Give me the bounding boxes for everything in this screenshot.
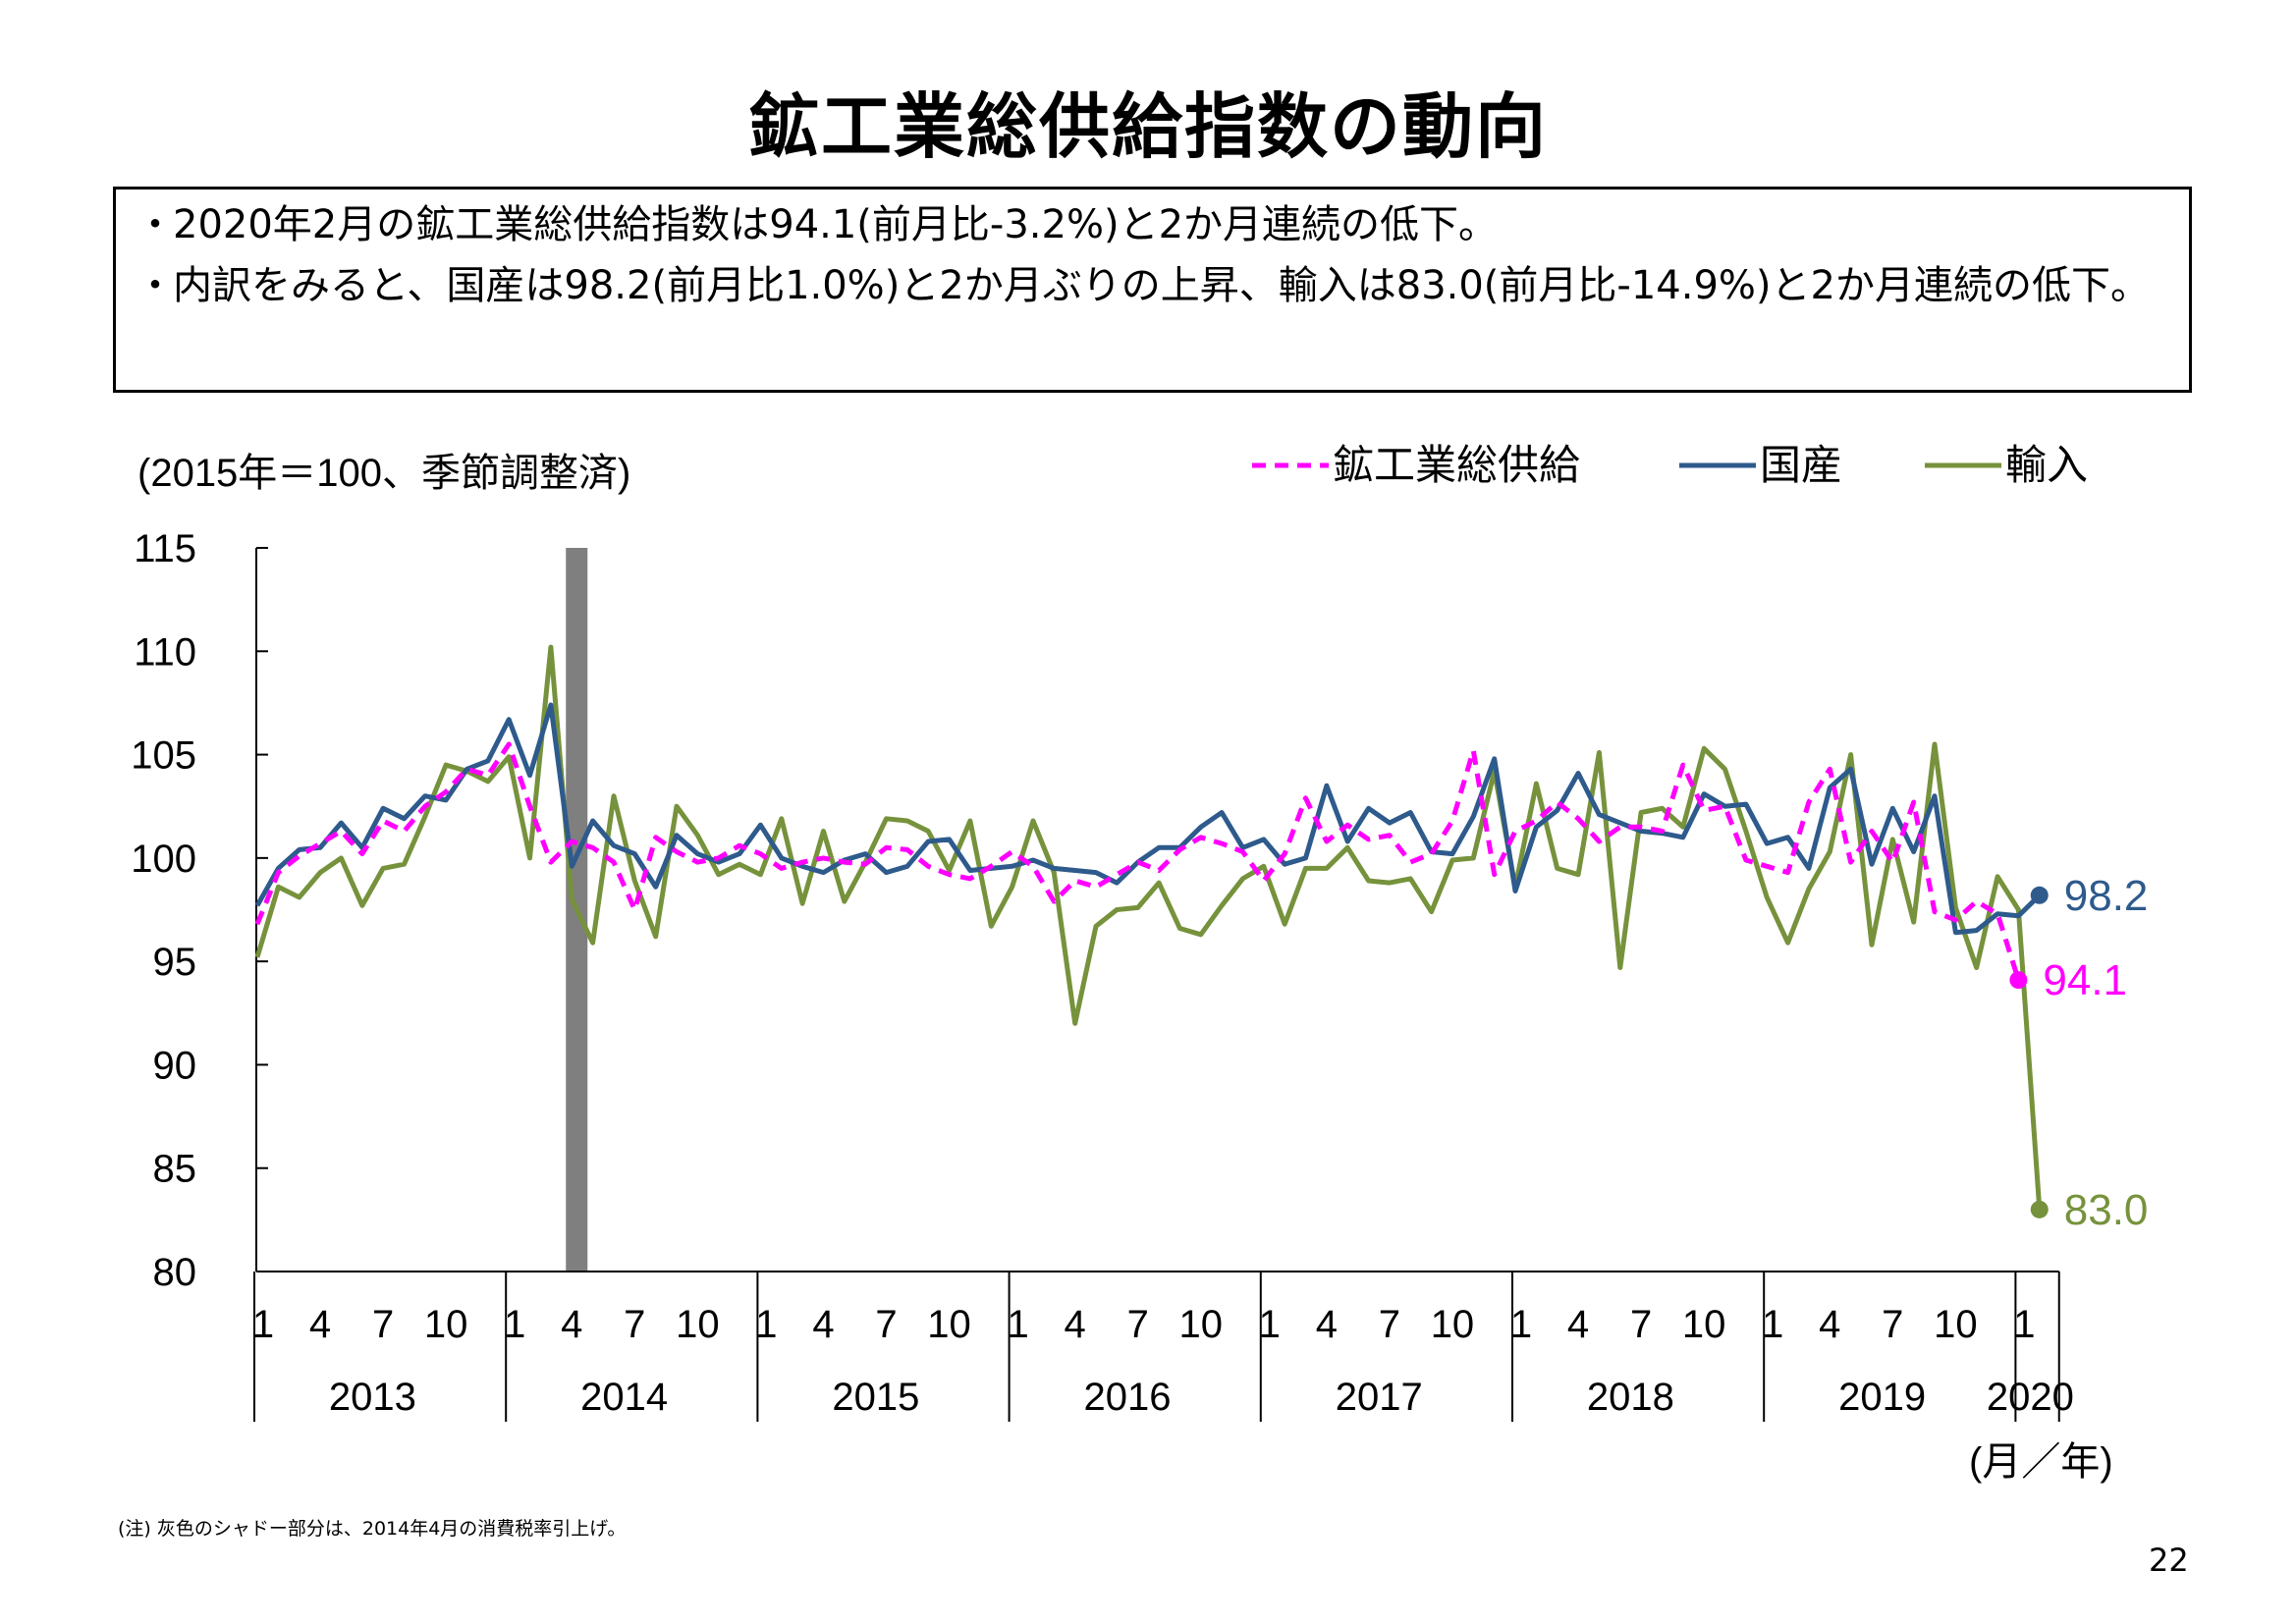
month-tick-label: 4 [1065, 1303, 1086, 1346]
y-axis: 80 85 90 95 100 105 110 115 [131, 527, 268, 1294]
page-number: 22 [2149, 1542, 2189, 1579]
month-tick-label: 4 [1819, 1303, 1840, 1346]
y-tick-label: 90 [153, 1044, 197, 1087]
series-line-0 [254, 741, 2021, 981]
month-tick-label: 1 [252, 1303, 274, 1346]
month-tick-label: 7 [875, 1303, 897, 1346]
year-label: 2019 [1838, 1376, 1926, 1419]
y-tick-label: 105 [131, 734, 196, 778]
series-layer: 83.0 98.2 94.1 [254, 644, 2149, 1234]
legend-label-1: 国産 [1760, 442, 1842, 488]
unit-note: (2015年＝100、季節調整済) [137, 452, 630, 495]
month-tick-label: 7 [1379, 1303, 1400, 1346]
month-tick-label: 10 [1934, 1303, 1978, 1346]
month-tick-label: 10 [927, 1303, 971, 1346]
series-endpoint-0 [2009, 971, 2028, 990]
series-line-2 [254, 644, 2043, 1210]
month-tick-label: 4 [812, 1303, 834, 1346]
month-tick-label: 7 [624, 1303, 645, 1346]
year-label: 2020 [1987, 1376, 2074, 1419]
summary-box: ・ 2020年2月の鉱工業総供給指数は94.1(前月比-3.2%)と2か月連続の… [113, 187, 2192, 393]
summary-line-1: 2020年2月の鉱工業総供給指数は94.1(前月比-3.2%)と2か月連続の低下… [173, 202, 1499, 247]
bullet-mark: ・ [136, 202, 175, 247]
legend-label-2: 輸入 [2005, 442, 2088, 488]
year-label: 2015 [832, 1376, 919, 1419]
month-tick-label: 1 [755, 1303, 777, 1346]
y-tick-label: 115 [134, 527, 196, 570]
series-endpoint-1 [2030, 886, 2049, 904]
month-tick-label: 7 [1630, 1303, 1652, 1346]
month-tick-label: 4 [1316, 1303, 1338, 1346]
year-label: 2017 [1336, 1376, 1423, 1419]
month-tick-label: 10 [1431, 1303, 1475, 1346]
year-label: 2013 [329, 1376, 416, 1419]
y-tick-label: 95 [153, 941, 197, 984]
month-tick-label: 4 [1567, 1303, 1589, 1346]
month-tick-label: 10 [676, 1303, 720, 1346]
bullet-mark: ・ [136, 263, 175, 308]
chart-legend: 鉱工業総供給 国産 輸入 [1252, 442, 2088, 488]
series-end-label-1: 98.2 [2064, 872, 2149, 920]
year-label: 2016 [1084, 1376, 1172, 1419]
month-tick-label: 10 [1179, 1303, 1224, 1346]
series-line-1 [254, 702, 2042, 936]
month-tick-label: 1 [1259, 1303, 1281, 1346]
month-tick-label: 1 [2013, 1303, 2035, 1346]
month-tick-label: 4 [561, 1303, 582, 1346]
month-tick-label: 10 [424, 1303, 468, 1346]
summary-bullet-2: ・ 内訳をみると、国産は98.2(前月比1.0%)と2か月ぶりの上昇、輸入は83… [136, 260, 2169, 311]
month-tick-label: 7 [1127, 1303, 1149, 1346]
month-tick-label: 7 [372, 1303, 394, 1346]
summary-bullet-1: ・ 2020年2月の鉱工業総供給指数は94.1(前月比-3.2%)と2か月連続の… [136, 199, 2169, 250]
y-tick-label: 80 [153, 1251, 197, 1294]
legend-label-0: 鉱工業総供給 [1333, 442, 1580, 488]
month-tick-label: 10 [1682, 1303, 1726, 1346]
month-tick-label: 7 [1882, 1303, 1903, 1346]
year-label: 2018 [1587, 1376, 1674, 1419]
page-title: 鉱工業総供給指数の動向 [747, 85, 1548, 168]
y-tick-label: 100 [131, 838, 196, 881]
series-end-label-0: 94.1 [2043, 956, 2127, 1004]
axis-unit-label: (月／年) [1969, 1440, 2113, 1484]
summary-line-2: 内訳をみると、国産は98.2(前月比1.0%)と2か月ぶりの上昇、輸入は83.0… [173, 263, 2150, 308]
series-endpoint-2 [2030, 1200, 2049, 1218]
y-tick-label: 85 [153, 1148, 197, 1191]
series-end-label-2: 83.0 [2064, 1186, 2149, 1234]
footnote: (注) 灰色のシャドー部分は、2014年4月の消費税率引上げ。 [118, 1518, 627, 1540]
y-tick-label: 110 [134, 630, 196, 674]
month-tick-label: 1 [504, 1303, 525, 1346]
year-label: 2014 [580, 1376, 668, 1419]
month-tick-label: 1 [1007, 1303, 1028, 1346]
month-tick-label: 4 [309, 1303, 331, 1346]
month-tick-label: 1 [1762, 1303, 1783, 1346]
month-tick-label: 1 [1510, 1303, 1532, 1346]
